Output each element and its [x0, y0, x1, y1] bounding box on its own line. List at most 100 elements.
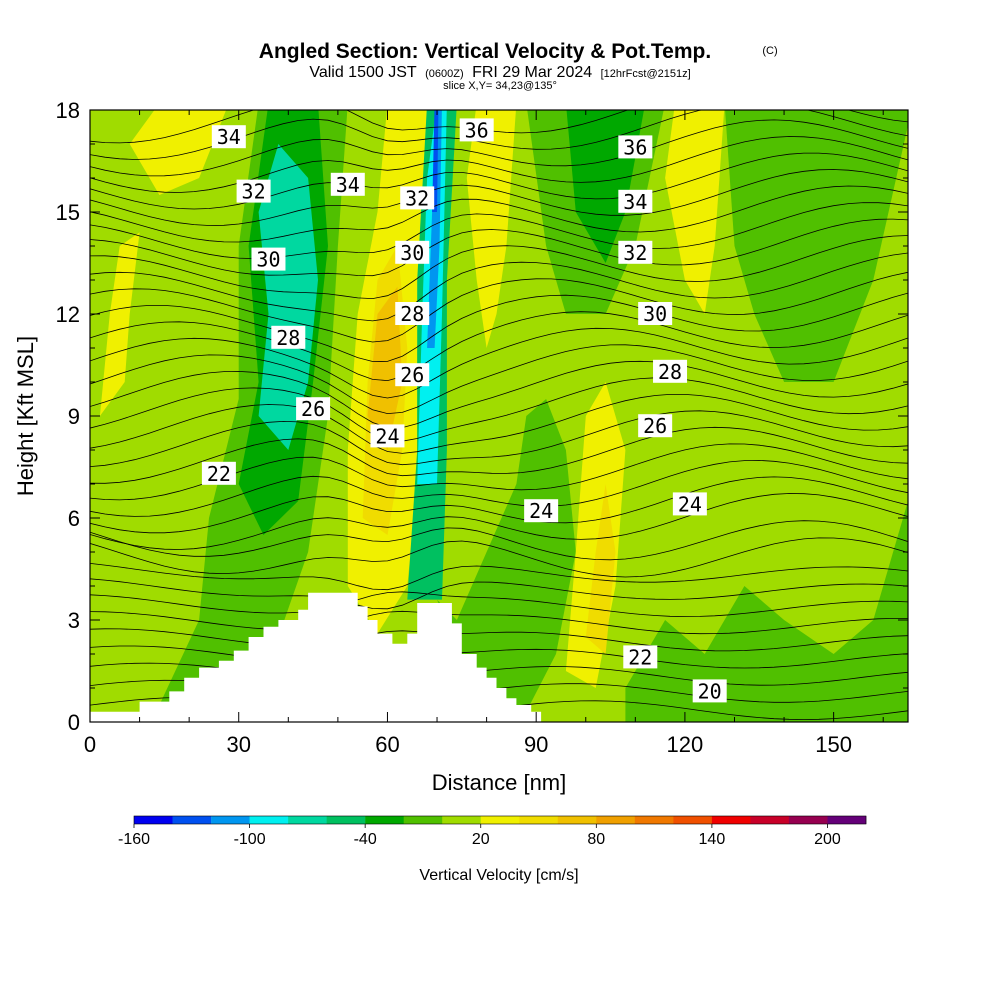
colorbar-tick-label: 140	[699, 831, 726, 848]
colorbar-tick-label: -160	[118, 831, 150, 848]
isentrope-line	[90, 563, 908, 591]
contour-label-text: 26	[301, 397, 325, 421]
contour-label: 32	[236, 179, 271, 204]
contour-label-box	[653, 359, 688, 383]
field-far-right-yellow	[665, 110, 725, 314]
y-tick-label: 12	[56, 302, 80, 327]
isentrope-line	[90, 185, 908, 243]
contour-label: 28	[271, 325, 306, 350]
contour-label-text: 26	[643, 414, 667, 438]
contour-label-box	[618, 135, 653, 159]
contour-label-box	[236, 179, 271, 203]
colorbar-swatch	[557, 816, 597, 824]
contour-label-text: 32	[242, 180, 266, 204]
contour-label-box	[524, 499, 559, 523]
field-central-updraft-max	[367, 286, 403, 450]
colorbar-swatch	[711, 816, 751, 824]
colorbar-swatch	[480, 816, 520, 824]
contour-labels: 34 32 30 28 26 24 22 34 32 30 28 26 36 24 36 34 32 30 28 26…	[201, 118, 727, 703]
contour-label-box	[618, 240, 653, 264]
contour-label-text: 24	[678, 492, 702, 516]
y-tick-label: 6	[68, 506, 80, 531]
colorbar-swatch	[519, 816, 559, 824]
contour-label-box	[395, 363, 430, 387]
y-tick-label: 9	[68, 404, 80, 429]
colorbar-swatch	[326, 816, 366, 824]
y-tick-labels: 0 3 6 9 12 15 18	[56, 98, 80, 735]
isentrope-line	[90, 476, 908, 534]
contour-label-text: 20	[698, 679, 722, 703]
field-right-yellow-core	[585, 484, 616, 654]
contour-label-text: 26	[400, 363, 424, 387]
x-tick-label: 0	[84, 732, 96, 757]
colorbar	[133, 815, 867, 828]
colorbar-tick-label: -100	[234, 831, 266, 848]
field-top-yellow	[129, 110, 227, 195]
contour-label: 32	[618, 240, 653, 265]
contour-label-text: 36	[623, 135, 647, 159]
contour-label: 30	[395, 241, 430, 265]
contour-label-box	[271, 325, 306, 349]
valid-date: FRI 29 Mar 2024	[472, 64, 592, 81]
terrain-profile	[90, 592, 542, 722]
isentrope-line	[90, 136, 908, 193]
colorbar-tick-label: 20	[472, 831, 490, 848]
isentrope-line	[90, 394, 908, 454]
slice-info: slice X,Y= 34,23@135°	[443, 80, 557, 92]
contour-label: 24	[524, 499, 559, 523]
contour-label-text: 24	[529, 499, 553, 523]
contour-label-text: 22	[207, 462, 231, 486]
contour-label-text: 32	[405, 186, 429, 210]
isentrope-line	[90, 110, 908, 144]
colorbar-swatch	[172, 816, 212, 824]
field-central-downdraft-core	[427, 110, 442, 348]
colorbar-tick-label: 200	[814, 831, 841, 848]
contour-label: 24	[370, 424, 405, 448]
x-tick-label: 90	[524, 732, 548, 757]
contour-label-text: 36	[465, 118, 489, 142]
valid-utc: (0600Z)	[425, 68, 464, 80]
title-valid-line: Valid 1500 JST (0600Z) FRI 29 Mar 2024 […	[309, 64, 690, 81]
contour-label-text: 28	[276, 326, 300, 350]
colorbar-swatch	[750, 816, 790, 824]
contour-label-box	[330, 172, 365, 196]
field-right-edge-green	[873, 501, 908, 722]
colorbar-swatch	[442, 816, 481, 824]
contour-label-box	[692, 679, 727, 703]
isentrope-line	[90, 520, 908, 561]
x-axis-label: Distance [nm]	[432, 770, 567, 795]
colorbar-tick-labels: -160 -100 -40 20 80 140 200	[118, 831, 841, 848]
title-copyright: (C)	[762, 45, 777, 57]
contour-label-text: 22	[628, 645, 652, 669]
isentrope-line	[90, 578, 908, 610]
contour-label: 22	[623, 645, 658, 669]
colorbar-swatch	[288, 816, 327, 824]
valid-time: Valid 1500 JST	[309, 64, 417, 81]
isentrope-line	[90, 377, 908, 442]
contour-label-box	[623, 645, 658, 669]
axis-ticks	[89, 109, 908, 723]
contour-label-text: 32	[623, 241, 647, 265]
contour-label: 26	[296, 397, 331, 421]
contour-label: 34	[211, 125, 246, 149]
contour-label-text: 30	[400, 241, 424, 265]
y-tick-label: 0	[68, 710, 80, 735]
contour-label-text: 24	[375, 424, 399, 448]
contour-label-box	[638, 302, 673, 325]
colorbar-tick-label: -40	[354, 831, 377, 848]
isentrope-line	[90, 271, 908, 343]
contour-label: 26	[638, 414, 673, 438]
isentrope-line	[90, 537, 908, 578]
contour-label: 30	[251, 247, 286, 272]
contour-label-box	[638, 414, 673, 438]
contour-label: 32	[400, 186, 435, 210]
isentrope-line	[90, 628, 908, 652]
colorbar-swatch	[596, 816, 636, 824]
isentrope-line	[90, 218, 908, 277]
y-axis-label: Height [Kft MSL]	[13, 336, 38, 496]
isentrope-line	[90, 459, 908, 517]
isentrope-line	[90, 493, 908, 550]
contour-label: 34	[618, 189, 653, 214]
contour-label-box	[251, 247, 286, 271]
